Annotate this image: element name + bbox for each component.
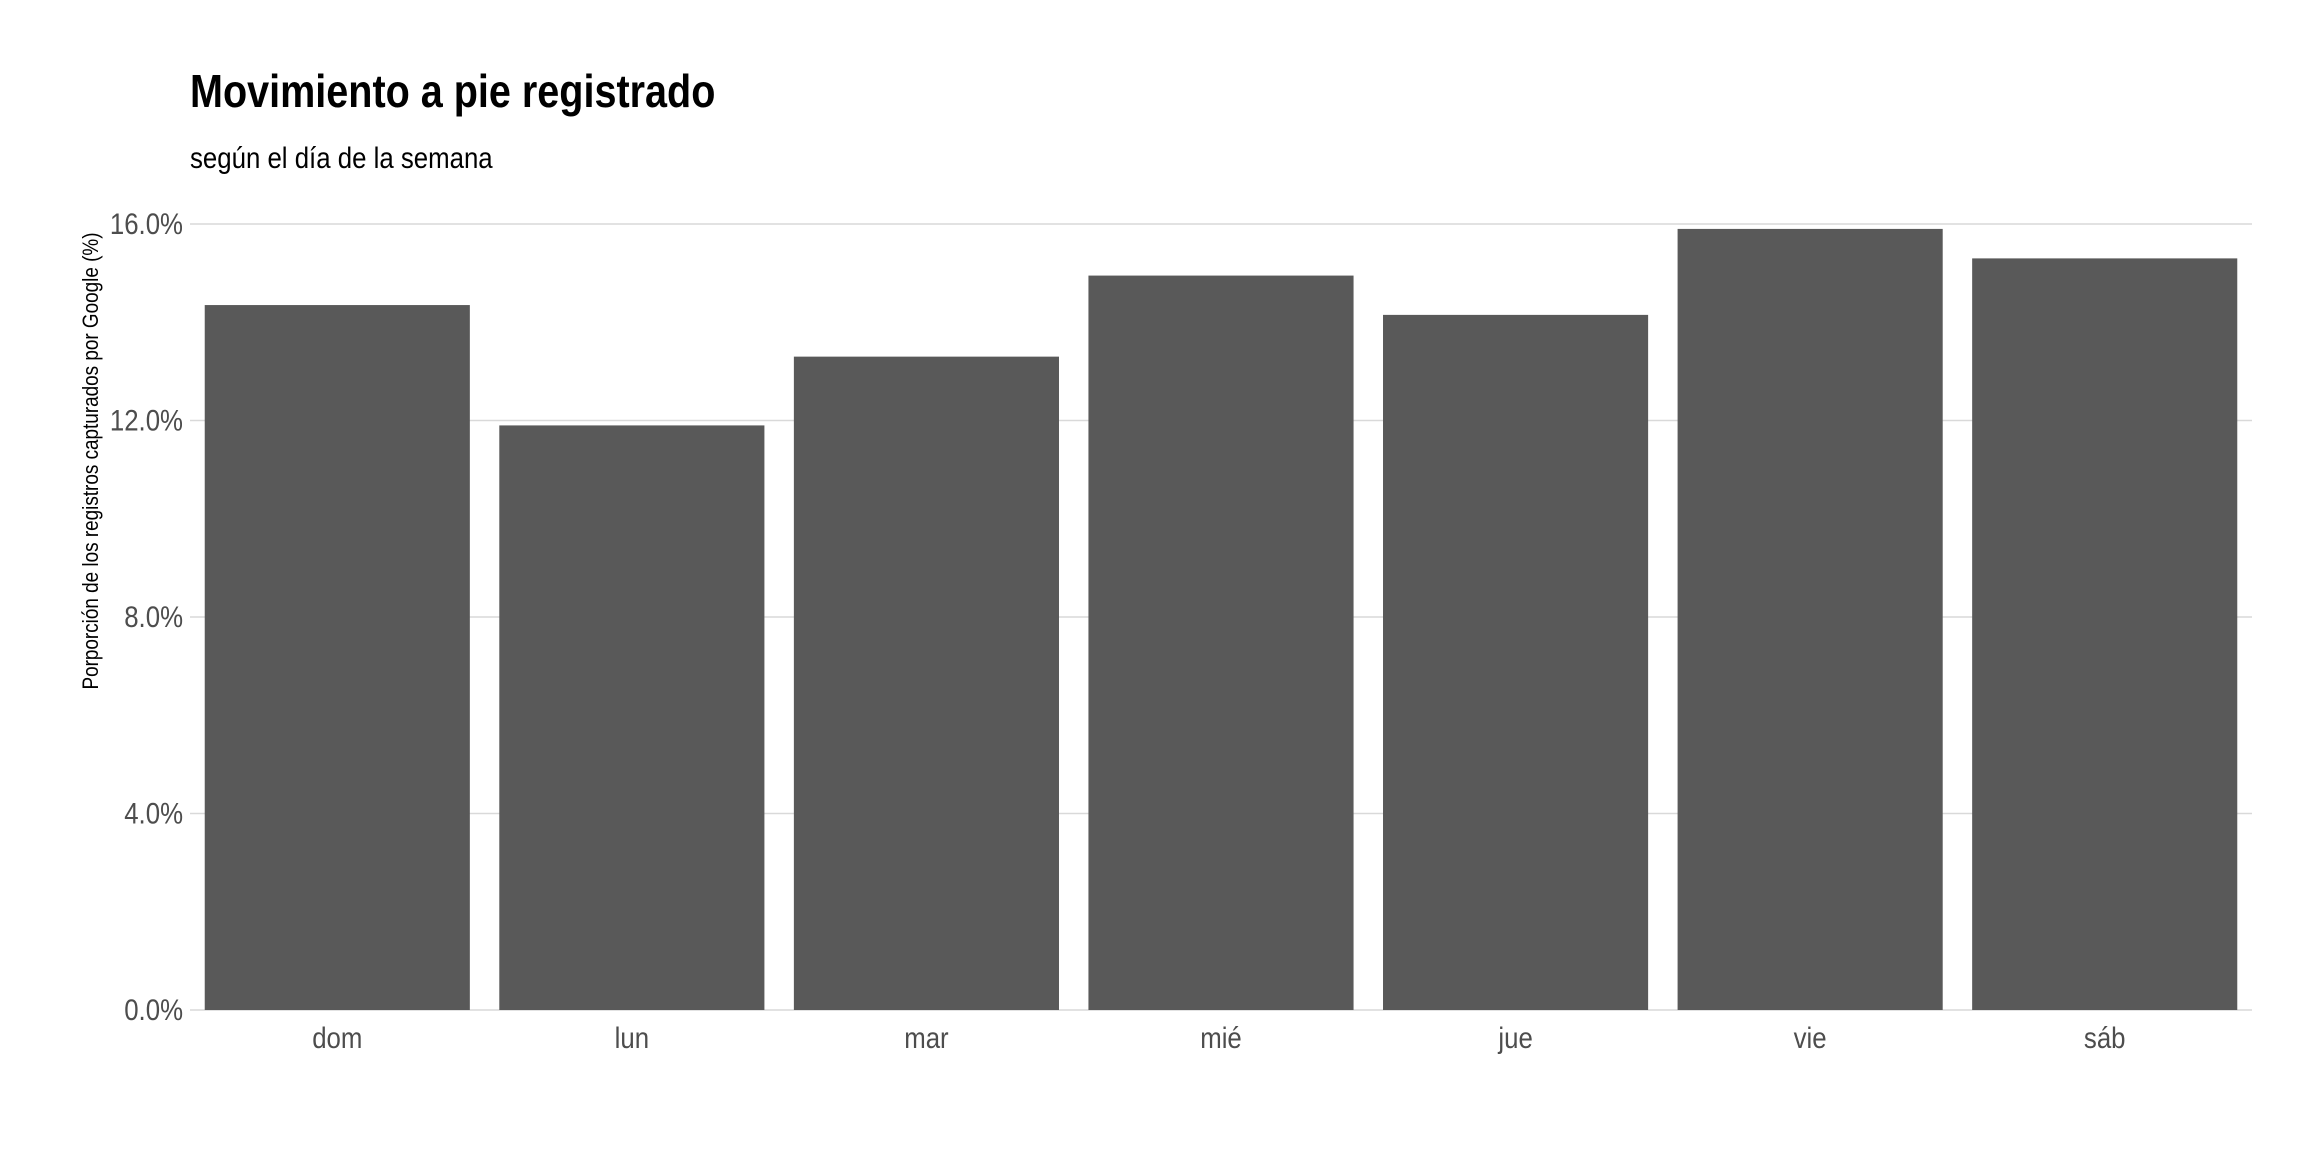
bar-sáb bbox=[1972, 258, 2238, 1010]
x-tick-label: sáb bbox=[2084, 1021, 2126, 1054]
y-tick-label: 16.0% bbox=[110, 207, 183, 240]
bar-jue bbox=[1383, 314, 1649, 1011]
bar-mié bbox=[1088, 275, 1354, 1010]
bar-dom bbox=[204, 305, 470, 1010]
x-tick-label: vie bbox=[1794, 1021, 1827, 1054]
x-tick-labels: dom lun mar mié jue vie sáb bbox=[312, 1021, 2125, 1054]
bar-mar bbox=[793, 356, 1059, 1010]
bars bbox=[204, 228, 2238, 1011]
chart-subtitle: según el día de la semana bbox=[190, 142, 493, 175]
y-tick-label: 4.0% bbox=[124, 797, 183, 830]
y-tick-labels: 0.0% 4.0% 8.0% 12.0% 16.0% bbox=[110, 207, 183, 1026]
x-tick-label: mar bbox=[904, 1021, 948, 1054]
y-axis-label: Porporción de los registros capturados p… bbox=[79, 232, 104, 689]
bar-vie bbox=[1677, 228, 1943, 1011]
y-tick-label: 12.0% bbox=[110, 404, 183, 437]
y-tick-label: 8.0% bbox=[124, 600, 183, 633]
bar-lun bbox=[499, 425, 765, 1011]
y-tick-label: 0.0% bbox=[124, 993, 183, 1026]
x-tick-label: lun bbox=[615, 1021, 649, 1054]
chart-title: Movimiento a pie registrado bbox=[190, 65, 716, 117]
x-tick-label: jue bbox=[1497, 1021, 1532, 1054]
x-tick-label: dom bbox=[312, 1021, 362, 1054]
x-tick-label: mié bbox=[1200, 1021, 1242, 1054]
